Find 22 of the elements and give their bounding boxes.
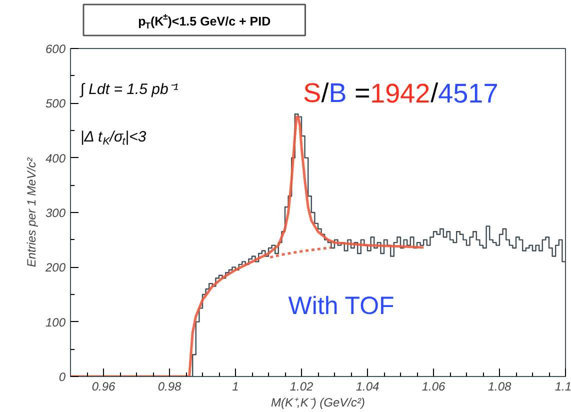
- y-tick-label: 400: [45, 151, 66, 166]
- x-axis-title: M(K⁺,K⁻) (GeV/c²): [271, 396, 366, 410]
- y-tick-label: 600: [45, 42, 66, 56]
- y-axis-title: Entries per 1 MeV/c²: [24, 156, 38, 268]
- line-series: [70, 116, 425, 376]
- y-tick-label: 200: [44, 260, 66, 275]
- y-tick-label: 300: [45, 206, 66, 220]
- line-series: [268, 246, 332, 259]
- x-tick-label: 1: [232, 380, 239, 394]
- x-tick-label: 1.1: [554, 380, 571, 394]
- x-tick-label: 0.98: [158, 380, 182, 394]
- x-tick-label: 1.02: [290, 380, 314, 394]
- x-tick-label: 0.96: [92, 380, 116, 394]
- annotation: S/B =1942/4517: [303, 78, 498, 108]
- x-tick-label: 1.08: [488, 380, 512, 394]
- annotation: ∫ Ldt = 1.5 pb⁻¹: [79, 81, 178, 98]
- y-tick-label: 100: [45, 315, 66, 330]
- y-tick-label: 500: [45, 96, 66, 111]
- y-tick-label: 0: [58, 370, 66, 384]
- x-tick-label: 1.06: [422, 380, 446, 394]
- annotation: With TOF: [288, 292, 394, 320]
- x-tick-label: 1.04: [356, 380, 380, 394]
